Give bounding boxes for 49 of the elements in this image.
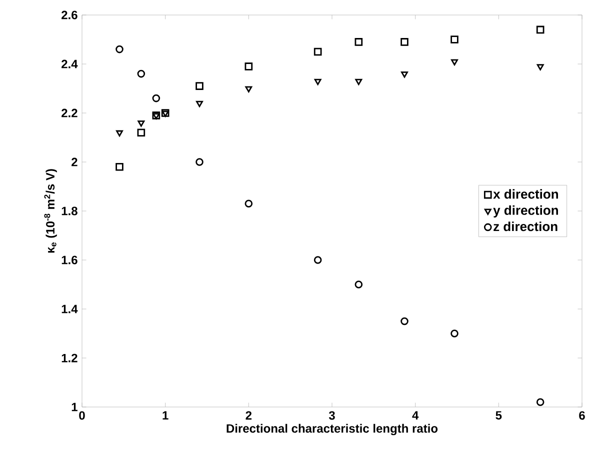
legend-label: y direction <box>493 205 558 218</box>
y-tick-label: 2.4 <box>62 60 78 68</box>
point <box>536 398 544 406</box>
point <box>536 64 544 70</box>
point <box>314 78 322 86</box>
point <box>314 256 322 264</box>
point <box>354 38 363 46</box>
point <box>244 200 253 208</box>
y-tick-label: 1.8 <box>62 206 78 216</box>
point <box>152 94 160 102</box>
point <box>314 48 322 56</box>
x-tick-label: 2 <box>246 411 252 420</box>
point <box>137 128 146 136</box>
point <box>116 130 123 136</box>
y-tick-label: 1.2 <box>62 354 78 362</box>
legend-label: x direction <box>493 189 558 199</box>
x-tick-label: 4 <box>412 411 419 420</box>
x-tick-label: 0 <box>79 411 85 420</box>
point <box>450 36 458 44</box>
point <box>137 70 146 78</box>
y-tick-label: 1 <box>72 402 78 412</box>
x-tick-label: 6 <box>579 411 585 420</box>
x-tick-label: 3 <box>328 411 335 420</box>
x-axis-title: Directional characteristic length ratio <box>226 424 438 436</box>
point <box>245 86 252 92</box>
point <box>450 330 458 338</box>
point <box>196 100 203 108</box>
point <box>400 317 408 326</box>
y-tick-label: 2.6 <box>62 10 78 20</box>
point <box>536 26 544 34</box>
point <box>196 82 204 90</box>
y-axis-title: κ$_{e}$ (10$^{-8}$ m$^{2}$/s V) <box>44 169 57 253</box>
y-tick-label: 1.4 <box>62 304 78 314</box>
point <box>244 62 253 70</box>
point <box>400 38 408 46</box>
x-tick-label: 1 <box>162 411 168 420</box>
point <box>196 158 204 166</box>
point <box>138 120 145 127</box>
point <box>451 59 458 66</box>
y-tick-label: 2 <box>72 158 78 166</box>
point <box>116 162 124 171</box>
point <box>401 71 408 78</box>
x-tick-label: 5 <box>496 411 502 420</box>
point <box>116 45 124 54</box>
y-tick-label: 1.6 <box>62 256 78 264</box>
legend-label: z direction <box>494 222 558 232</box>
point <box>355 78 362 86</box>
y-tick-label: 2.2 <box>62 108 78 118</box>
point <box>354 280 363 288</box>
